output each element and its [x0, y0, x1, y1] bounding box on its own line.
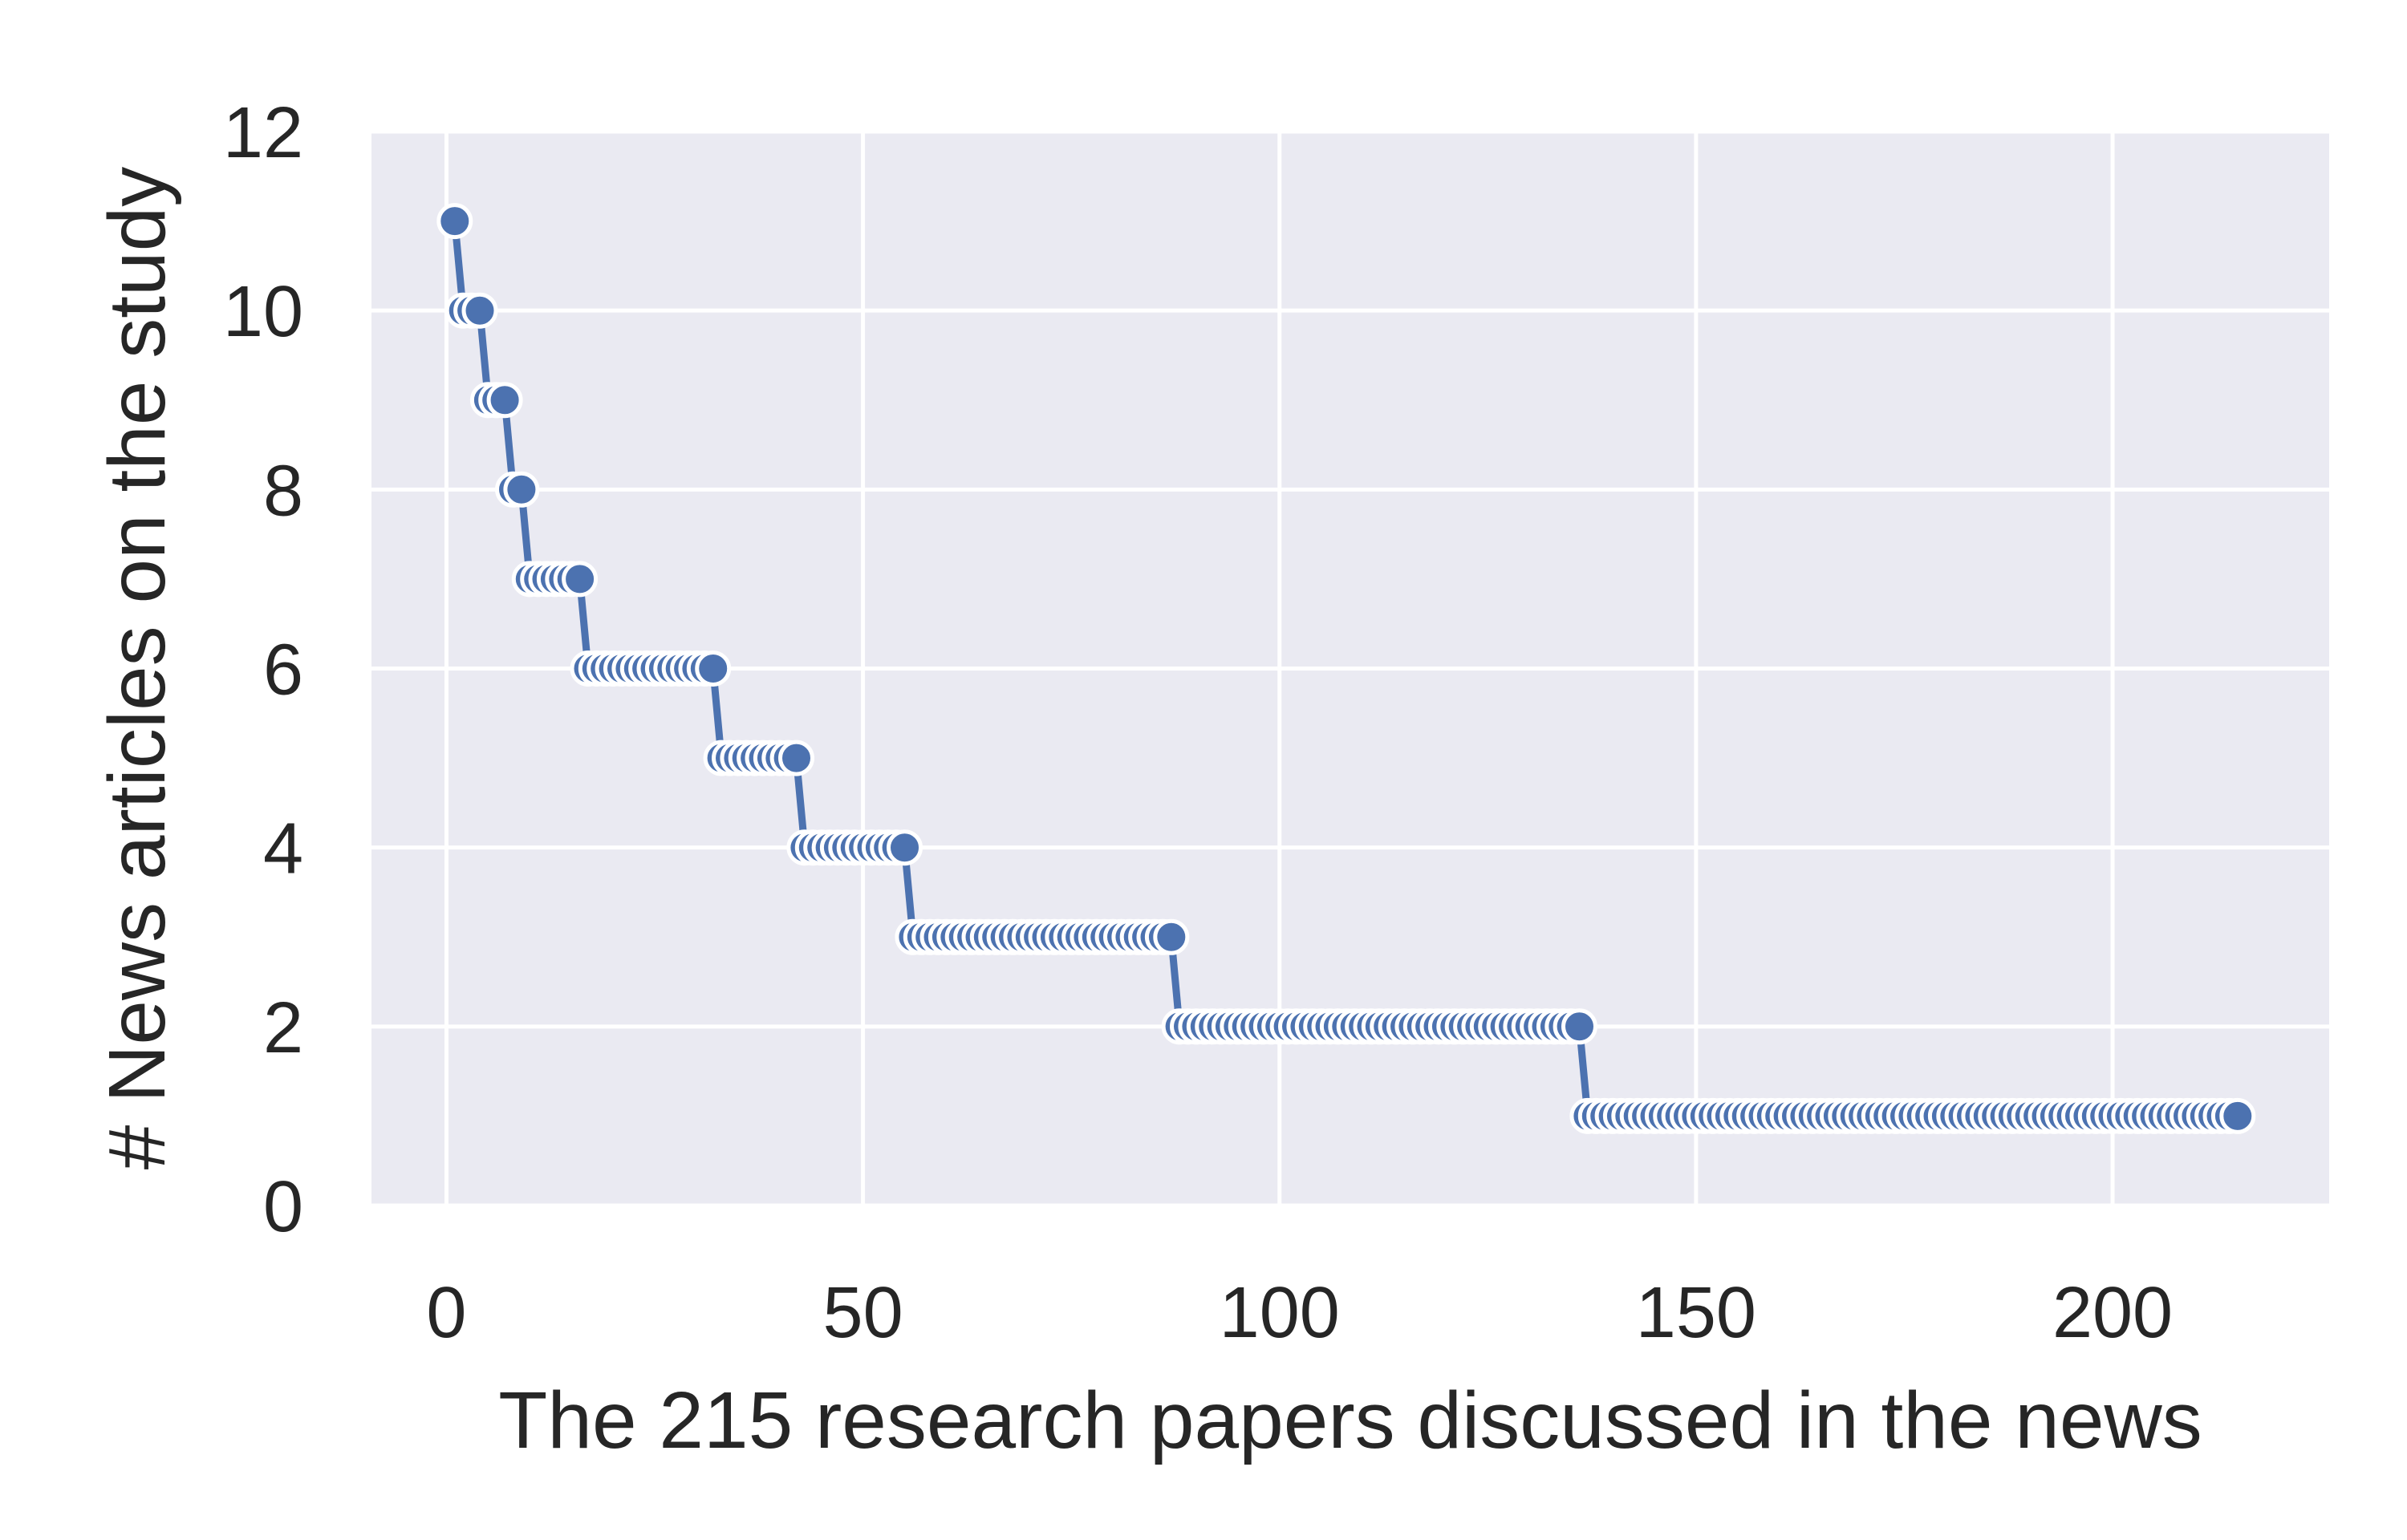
data-point — [778, 740, 814, 776]
tick-labels: 0 50 100 150 200 0 2 4 6 8 10 12 — [223, 93, 2173, 1353]
x-tick-label: 150 — [1636, 1273, 1756, 1353]
x-axis-label: The 215 research papers discussed in the… — [498, 1376, 2202, 1465]
data-point — [436, 203, 473, 240]
y-tick-label: 6 — [263, 630, 303, 711]
data-point — [461, 292, 498, 329]
x-tick-label: 200 — [2052, 1273, 2173, 1353]
data-point — [503, 471, 540, 508]
y-tick-label: 0 — [263, 1167, 303, 1247]
data-point — [486, 382, 523, 419]
y-tick-label: 4 — [263, 809, 303, 890]
data-point — [887, 829, 923, 866]
data-point — [1561, 1008, 1597, 1045]
y-tick-label: 2 — [263, 988, 303, 1068]
data-point — [695, 650, 732, 687]
data-point — [1153, 918, 1190, 955]
series-markers — [436, 203, 2256, 1134]
data-point — [2219, 1097, 2256, 1134]
x-tick-label: 50 — [823, 1273, 903, 1353]
x-tick-label: 100 — [1220, 1273, 1340, 1353]
y-tick-label: 10 — [223, 272, 303, 352]
y-tick-label: 12 — [223, 93, 303, 173]
data-point — [562, 561, 599, 598]
y-axis-label: # News articles on the study — [92, 167, 182, 1170]
x-tick-label: 0 — [426, 1273, 466, 1353]
y-tick-label: 8 — [263, 451, 303, 531]
